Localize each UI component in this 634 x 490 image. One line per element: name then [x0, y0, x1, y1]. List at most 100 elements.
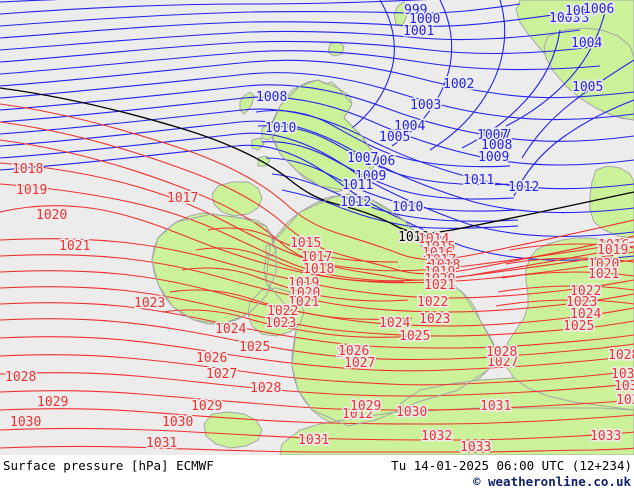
contour-label-halo: 1027: [344, 356, 375, 371]
contour-label: 1028: [5, 370, 36, 385]
contour-label: 1013: [398, 230, 429, 245]
contour-label-halo: 1018: [303, 262, 334, 277]
contour-label: 1010: [265, 121, 296, 136]
contour-label: 1027: [344, 356, 375, 371]
contour-label: 1004: [565, 4, 596, 19]
land-northern-ireland: [211, 181, 263, 217]
contour-label: 1032: [421, 429, 452, 444]
footer-title: Surface pressure [hPa] ECMWF: [3, 458, 214, 473]
contour-label: 1030: [10, 415, 41, 430]
contour-label: 1012: [340, 195, 371, 210]
contour-label: 1001: [403, 24, 434, 39]
contour-label-halo: 1019: [597, 243, 628, 258]
contour-label: 1023: [134, 296, 165, 311]
contour-label: 1026: [196, 351, 227, 366]
contour-label: 1022: [570, 284, 601, 299]
contour-label-halo: 1005: [572, 80, 603, 95]
contour-label-halo: 1004: [394, 119, 425, 134]
contour-label-halo: 1008: [256, 90, 287, 105]
contour-label-halo: 1012: [508, 180, 539, 195]
contour-label-layer: 9999991000100010011001100210021003100310…: [3, 0, 634, 455]
contour-label-halo: 1030: [10, 415, 41, 430]
contour-label-halo: 1020: [588, 257, 619, 272]
contour-label-halo: 1011: [463, 173, 494, 188]
contour-label: 1009: [478, 150, 509, 165]
contour-label: 1024: [379, 316, 410, 331]
contour-label: 1024: [570, 307, 601, 322]
contour-label-halo: 1029: [37, 395, 68, 410]
contour-label-halo: 1027: [206, 367, 237, 382]
contour-label: 1029: [37, 395, 68, 410]
contour-label: 1008: [481, 138, 512, 153]
contour-label-halo: 1031: [146, 436, 177, 451]
contour-label: 1019: [424, 265, 455, 280]
contour-label: 1000: [409, 12, 440, 27]
contour-label-halo: 1026: [338, 344, 369, 359]
contour-label-halo: 1030: [162, 415, 193, 430]
contour-label: 1031: [480, 399, 511, 414]
contour-label: 1007: [347, 151, 378, 166]
contour-label-halo: 1018: [429, 258, 460, 273]
contour-label-halo: 1010: [265, 121, 296, 136]
contour-label-halo: 1024: [379, 316, 410, 331]
contour-label: 1015: [290, 236, 321, 251]
contour-label-halo: 1001: [403, 24, 434, 39]
contour-label-halo: 1023: [134, 296, 165, 311]
map-canvas[interactable]: 9999991000100010011001100210021003100310…: [0, 0, 634, 455]
contour-label-halo: 1018: [12, 162, 43, 177]
contour-label-halo: 1002: [443, 77, 474, 92]
contour-label-halo: 1014: [418, 232, 449, 247]
contour-label: 1015: [424, 240, 455, 255]
contour-label: 1023: [419, 312, 450, 327]
contour-label-halo: 1020: [424, 272, 455, 287]
contour-label: 1002: [443, 77, 474, 92]
contour-label-halo: 1029: [350, 399, 381, 414]
contour-label-halo: 1028: [486, 345, 517, 360]
contour-label: 1005: [379, 130, 410, 145]
contour-label-halo: 1004: [571, 36, 602, 51]
contour-label: 1022: [267, 304, 298, 319]
coastline-overlay: [151, 79, 497, 427]
contour-label: 1027: [487, 355, 518, 370]
contour-label: 1007: [480, 128, 511, 143]
contour-label-halo: 1025: [563, 319, 594, 334]
contour-label: 1029: [191, 399, 222, 414]
contour-label-halo: 1009: [478, 150, 509, 165]
contour-label: 1018: [303, 262, 334, 277]
contour-label: 1020: [424, 272, 455, 287]
contour-label-halo: 1015: [290, 236, 321, 251]
contour-label: 1004: [571, 36, 602, 51]
contour-label: 1011: [342, 178, 373, 193]
contour-label: 1023: [265, 316, 296, 331]
contour-label-halo: 1003: [410, 98, 441, 113]
contour-label: 1016: [422, 246, 453, 261]
contour-label-halo: 1031: [298, 433, 329, 448]
contour-label: 1020: [289, 286, 320, 301]
contour-label-halo: 1019: [288, 276, 319, 291]
contour-label: 1019: [597, 243, 628, 258]
contour-label-halo: 1011: [342, 178, 373, 193]
contour-label: 1011: [463, 173, 494, 188]
contour-label-halo: 1017: [425, 253, 456, 268]
contour-label: 1008: [256, 90, 287, 105]
contour-label-halo: 1015: [424, 240, 455, 255]
contour-label: 1033: [460, 440, 491, 455]
land-denmark: [589, 165, 634, 239]
contour-label: 1021: [288, 295, 319, 310]
contour-label: 1017: [167, 191, 198, 206]
contour-label: 1030: [162, 415, 193, 430]
contour-label-halo: 1022: [417, 295, 448, 310]
contour-label-halo: 1012: [340, 195, 371, 210]
contour-label: 1027: [206, 367, 237, 382]
contour-label: 1030: [611, 367, 634, 382]
contour-label-halo: 1025: [399, 329, 430, 344]
contour-label: 1029: [350, 399, 381, 414]
contour-label-halo: 1008: [481, 138, 512, 153]
contour-label-halo: 1031: [480, 399, 511, 414]
contour-label-halo: 1017: [301, 250, 332, 265]
low-pressure-isobars: [0, 0, 634, 261]
contour-label-halo: 1021: [588, 267, 619, 282]
contour-label: 1031: [614, 379, 634, 394]
pressure-contour-map[interactable]: 999 999 1000 1000 1001 1001 1002 1002 1003 1003 10…: [0, 0, 634, 455]
